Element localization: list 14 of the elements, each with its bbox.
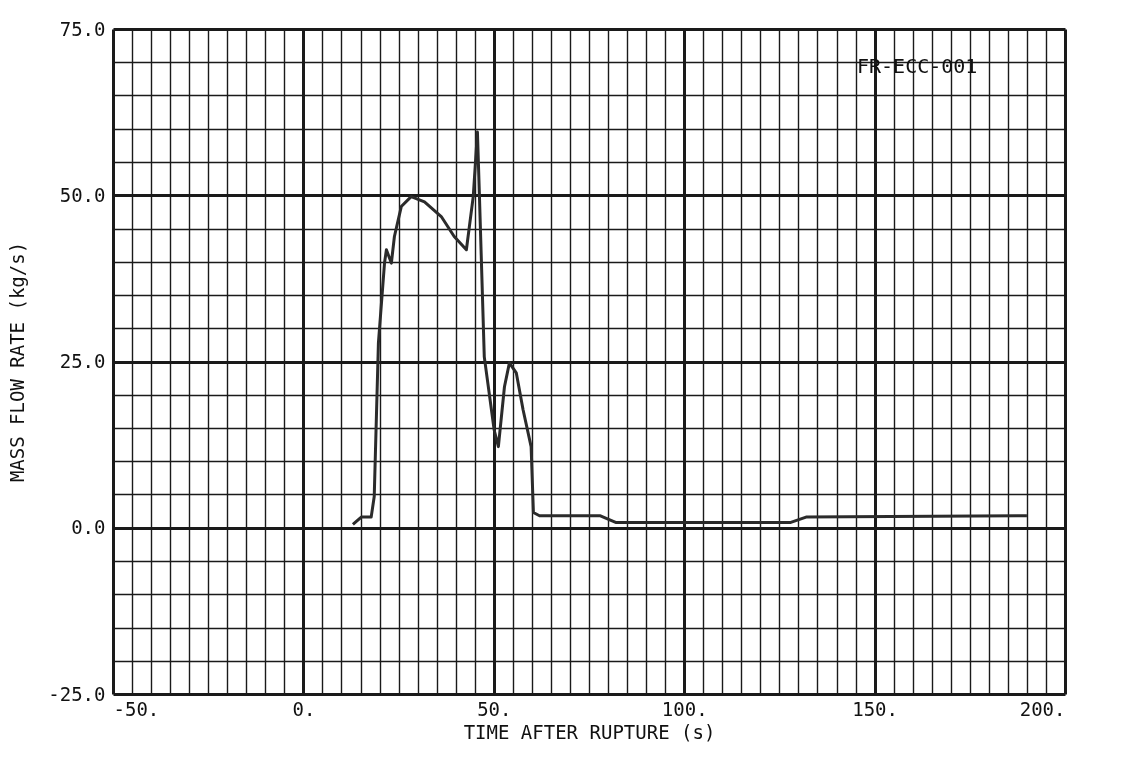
y-tick-label: 0.0 [71,516,106,539]
x-tick-label: 50. [477,697,512,720]
x-tick-label: 150. [852,697,898,720]
x-axis-title: TIME AFTER RUPTURE (s) [463,720,716,743]
x-tick-label: 200. [1019,697,1066,720]
y-tick-label: 75.0 [59,17,106,40]
y-tick-label: 25.0 [59,350,106,372]
x-tick-label: 0. [292,697,316,720]
x-tick-label: 100. [661,697,708,720]
y-tick-label: 50.0 [59,183,106,206]
x-tick-label: -50. [113,697,160,720]
line-series [351,130,1029,526]
y-axis-title: MASS FLOW RATE (kg/s) [6,241,29,483]
y-tick-label: -25.0 [48,682,106,705]
